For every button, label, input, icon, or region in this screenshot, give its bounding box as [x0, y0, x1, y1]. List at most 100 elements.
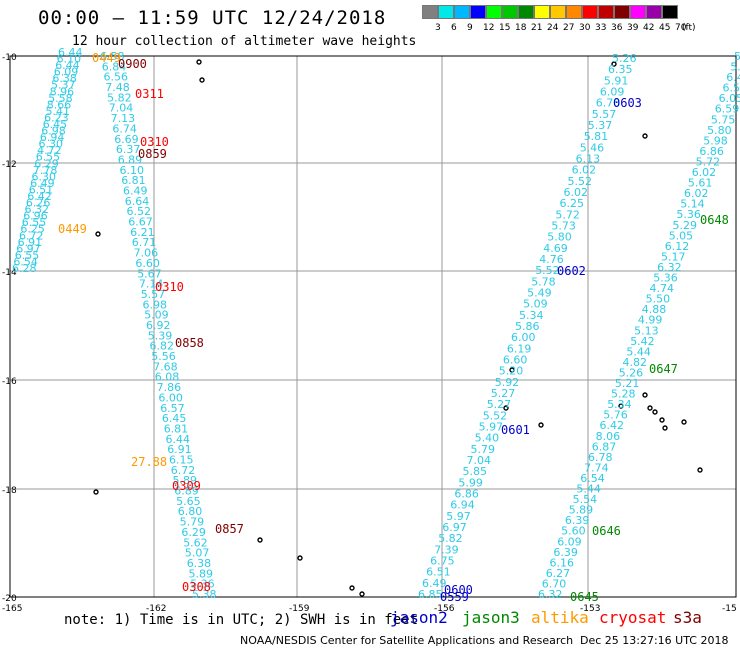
island-marker [697, 467, 703, 473]
wave-height-value: 6.96 [23, 210, 48, 223]
legend-swatch [470, 5, 486, 19]
wave-height-value: 5.65 [176, 495, 201, 508]
legend-swatch [662, 5, 678, 19]
legend-label: 70 [675, 23, 687, 33]
wave-height-value: 6.38 [52, 72, 77, 85]
wave-height-value: 5.37 [51, 79, 76, 92]
axis-ticks: -165 -162 -159 -156 -153 -15 -10 -12 -14 -16 -18 -2… [2, 53, 737, 614]
wave-height-value: 5.49 [527, 287, 552, 300]
wave-height-value: 6.97 [442, 521, 467, 534]
wave-height-value: 5.29 [673, 219, 698, 232]
wave-height-value: 5.50 [646, 293, 671, 306]
wave-height-value: 6.45 [43, 118, 67, 131]
wave-height-value: 5.99 [458, 476, 483, 489]
credit-line: NOAA/NESDIS Center for Satellite Applica… [240, 634, 574, 647]
legend-swatch [502, 5, 518, 19]
wave-height-value: 7.74 [584, 461, 609, 474]
wave-height-value: 6.92 [146, 319, 171, 332]
lon-tick-label: -15 [722, 604, 737, 614]
wave-height-value: 6.54 [580, 472, 605, 485]
wave-height-value: 5.46 [580, 141, 605, 154]
wave-height-value: 6.44 [58, 46, 83, 59]
wave-height-value: 4.72 [37, 144, 62, 157]
legend-unit: (ft) [682, 23, 696, 33]
wave-height-value: 6.86 [699, 145, 724, 158]
wave-height-value: 5.38 [192, 588, 217, 601]
lat-tick-label: -14 [2, 268, 17, 278]
wave-height-value: 5.20 [499, 365, 524, 378]
wave-height-value: 6.55 [15, 249, 40, 262]
wave-height-value: 6.29 [34, 157, 59, 170]
wave-height-value: 7.78 [33, 164, 58, 177]
wave-height-value: 6.37 [116, 143, 140, 156]
map-grid [10, 56, 736, 597]
legend-swatch [534, 5, 550, 19]
lat-tick-label: -16 [2, 377, 17, 387]
wave-height-value: 5.97 [446, 510, 471, 523]
wave-height-value: 5.36 [190, 578, 215, 591]
wave-height-value: 6.32 [538, 588, 563, 601]
wave-height-value: 6.27 [546, 567, 571, 580]
island-marker [681, 419, 687, 425]
wave-height-value: 5.44 [626, 345, 651, 358]
wave-height-value: 5.82 [107, 91, 132, 104]
wave-height-value: 6.49 [123, 185, 148, 198]
wave-height-value: 6.39 [553, 546, 578, 559]
footnote: note: 1) Time is in UTC; 2) SWH is in fe… [64, 612, 419, 628]
satellite-legend-item: s3a [673, 608, 702, 627]
pass-time-labels: 0449090003110310085904490310085827.88030… [58, 51, 729, 604]
wave-height-value: 5.36 [676, 208, 701, 221]
pass-time-label: 0309 [172, 479, 201, 493]
page-subtitle: 12 hour collection of altimeter wave hei… [72, 34, 417, 49]
wave-height-value: 6.10 [120, 164, 145, 177]
legend-label: 36 [611, 23, 623, 33]
wave-height-value: 4.82 [623, 356, 648, 369]
island-marker [95, 231, 101, 237]
wave-height-value: 6.86 [454, 488, 479, 501]
wave-height-value: 6.74 [112, 122, 136, 135]
wave-height-value: 6.70 [542, 578, 567, 591]
wave-height-value: 5.58 [48, 92, 72, 105]
wave-height-value: 7.13 [111, 112, 136, 125]
wave-height-value: 7.06 [134, 247, 159, 260]
island-marker [503, 405, 509, 411]
wave-height-value: 8.96 [50, 85, 75, 98]
wave-height-value: 6.94 [40, 131, 65, 144]
wave-height-value: 6.89 [174, 485, 199, 498]
wave-height-value: 5.56 [151, 350, 176, 363]
pass-time-label: 0449 [92, 51, 121, 65]
wave-height-value: 7.86 [157, 381, 182, 394]
wave-height-value: 5.13 [634, 324, 659, 337]
wave-height-value: 5.09 [523, 298, 548, 311]
wave-height-value: 6.16 [550, 556, 575, 569]
wave-height-value: 6.00 [511, 331, 536, 344]
wave-height-value: 6.49 [30, 177, 54, 190]
island-marker [257, 537, 263, 543]
wave-height-value: 6.55 [22, 216, 47, 229]
wave-height-value: 5.27 [491, 387, 516, 400]
island-marker [199, 77, 205, 83]
wave-height-value: 4.76 [539, 253, 564, 266]
pass-time-label: 0602 [557, 264, 586, 278]
wave-height-value: 6.12 [665, 240, 690, 253]
wave-height-value: 6.56 [104, 71, 129, 84]
wave-height-value: 6.98 [143, 298, 168, 311]
wave-height-value: 6.98 [41, 125, 66, 138]
wave-height-value: 5.76 [603, 409, 628, 422]
wave-height-value: 6.09 [557, 535, 582, 548]
page-title: 00:00 – 11:59 UTC 12/24/2018 [38, 7, 387, 29]
wave-height-value: 5.75 [711, 113, 736, 126]
wave-height-value: 7.14 [139, 278, 164, 291]
wave-height-value: 6.55 [36, 151, 61, 164]
pass-time-label: 27.88 [131, 455, 167, 469]
wave-height-value: 6.29 [181, 526, 206, 539]
wave-height-value: 5.61 [688, 177, 713, 190]
wave-height-value: 6.44 [166, 433, 191, 446]
altimeter-tracks: 6.446.106.446.096.385.378.965.588.665.41… [12, 46, 740, 601]
wave-height-value: 5.89 [189, 567, 214, 580]
wave-height-value: 6.59 [715, 103, 740, 116]
wave-height-value: 5.92 [495, 376, 520, 389]
wave-height-value: 5.14 [680, 198, 705, 211]
pass-time-label: 0311 [135, 87, 164, 101]
lat-tick-label: -20 [2, 594, 17, 604]
